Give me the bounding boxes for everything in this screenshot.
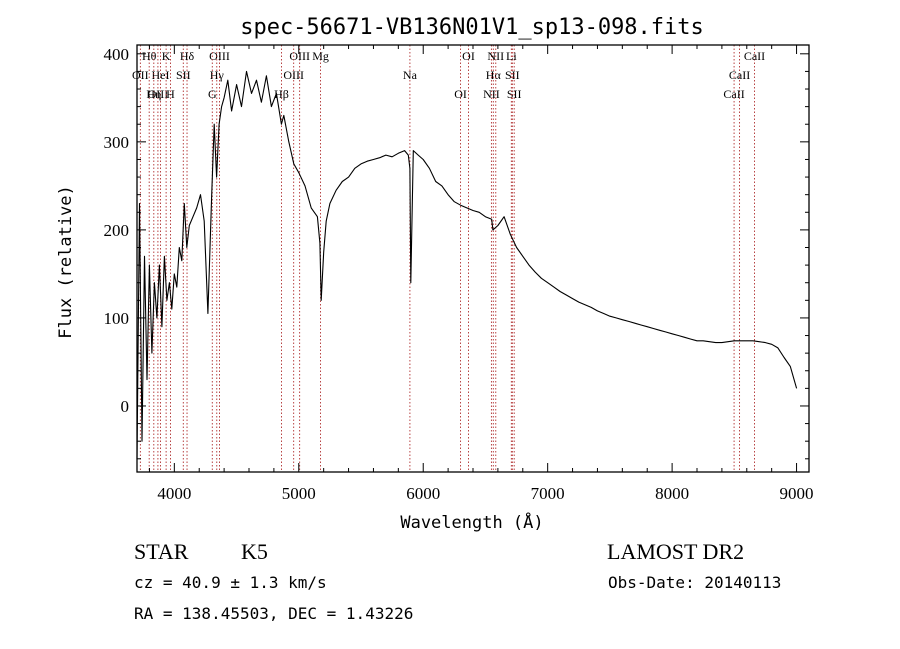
- spectral-line-label: HeI: [152, 68, 170, 82]
- chart-title: spec-56671-VB136N01V1_sp13-098.fits: [240, 15, 704, 40]
- spectral-line-label: H: [166, 87, 175, 101]
- spectral-line-label: Mg: [312, 49, 329, 63]
- x-tick-label: 9000: [780, 484, 814, 503]
- axis-ticks: 4000 5000 6000 7000 8000 9000 0 100 200 300 400: [104, 45, 814, 503]
- spectral-line-label: OI: [462, 49, 475, 63]
- spectral-line-label: NII: [483, 87, 500, 101]
- spectral-line-label: Na: [403, 68, 418, 82]
- spectral-line-label: OI: [454, 87, 467, 101]
- spectral-line-label: Li: [506, 49, 517, 63]
- spectral-line-label: Hη: [146, 87, 161, 101]
- x-tick-label: 4000: [157, 484, 191, 503]
- emission-line-markers: HθOIIOIIIKHeIHηHδSIIHOIIIHγGOIIIOIIIHβMg…: [132, 45, 765, 472]
- y-tick-label: 0: [121, 397, 130, 416]
- spectral-line-label: Hγ: [210, 68, 225, 82]
- spectral-line-label: Hθ: [142, 49, 157, 63]
- spectral-line-label: OII: [132, 68, 149, 82]
- y-axis-label: Flux (relative): [56, 185, 76, 339]
- spectral-line-label: OIII: [289, 49, 310, 63]
- spectral-line-label: G: [208, 87, 217, 101]
- x-axis-label: Wavelength (Å): [400, 511, 543, 533]
- spectral-line-label: SII: [176, 68, 191, 82]
- y-tick-label: 400: [104, 45, 130, 64]
- redshift-velocity: cz = 40.9 ± 1.3 km/s: [134, 573, 327, 592]
- spectral-line-label: OIII: [283, 68, 304, 82]
- survey-name: LAMOST DR2: [607, 539, 745, 564]
- spectral-line-label: CaII: [729, 68, 750, 82]
- y-tick-label: 300: [104, 133, 130, 152]
- spectral-line-label: Hδ: [180, 49, 195, 63]
- spectral-line-label: CaII: [744, 49, 765, 63]
- object-class: STAR: [134, 539, 189, 564]
- spectral-line-label: OIII: [209, 49, 230, 63]
- ra-dec-coordinates: RA = 138.45503, DEC = 1.43226: [134, 604, 414, 623]
- x-tick-label: 6000: [406, 484, 440, 503]
- x-tick-label: 7000: [531, 484, 565, 503]
- observation-date: Obs-Date: 20140113: [608, 573, 782, 592]
- spectrum-line: [136, 70, 798, 459]
- spectrum-series: [136, 70, 798, 459]
- spectral-subclass: K5: [241, 539, 268, 564]
- spectral-line-label: OIII: [148, 87, 169, 101]
- y-tick-label: 100: [104, 309, 130, 328]
- y-tick-label: 200: [104, 221, 130, 240]
- spectral-line-label: Hβ: [274, 87, 289, 101]
- spectral-line-label: SII: [505, 68, 520, 82]
- spectral-line-label: SII: [507, 87, 522, 101]
- x-tick-label: 8000: [655, 484, 689, 503]
- spectral-line-label: K: [162, 49, 171, 63]
- x-tick-label: 5000: [282, 484, 316, 503]
- plot-frame: [136, 44, 810, 473]
- spectral-line-label: NII: [487, 49, 504, 63]
- spectral-line-label: CaII: [723, 87, 744, 101]
- spectral-line-label: Hα: [486, 68, 502, 82]
